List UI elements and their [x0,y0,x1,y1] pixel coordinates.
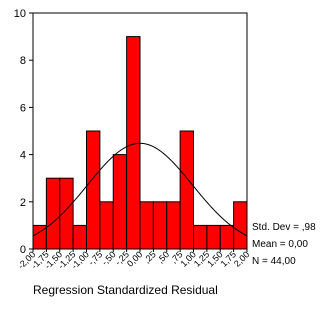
normal-curve [32,142,248,237]
y-tick-label: 10 [14,8,26,20]
y-tick-label: 0 [20,244,26,256]
histogram-bar [72,224,87,250]
histogram-bar [86,130,101,250]
histogram-bar [112,154,128,250]
histogram-bar [99,201,114,250]
std-dev-label: Std. Dev = ,98 [252,222,316,233]
y-tick-label: 6 [20,102,26,114]
histogram-bar [126,36,141,250]
mean-label: Mean = 0,00 [252,239,308,250]
x-tick-label: 2,00 [232,249,251,268]
y-tick-label: 2 [20,197,26,209]
n-label: N = 44,00 [252,256,296,267]
histogram-bar [219,224,235,250]
histogram-bar [139,201,154,250]
histogram-bar [193,224,208,250]
y-tick-label: 4 [20,150,26,162]
histogram-bar [233,201,248,250]
histogram-bar [152,201,168,250]
histogram-bar [45,177,61,250]
histogram-bar [206,224,221,250]
histogram-bar [179,130,194,250]
y-tick-label: 8 [20,55,26,67]
histogram-bar [166,201,181,250]
x-axis-label: Regression Standardized Residual [33,283,218,297]
